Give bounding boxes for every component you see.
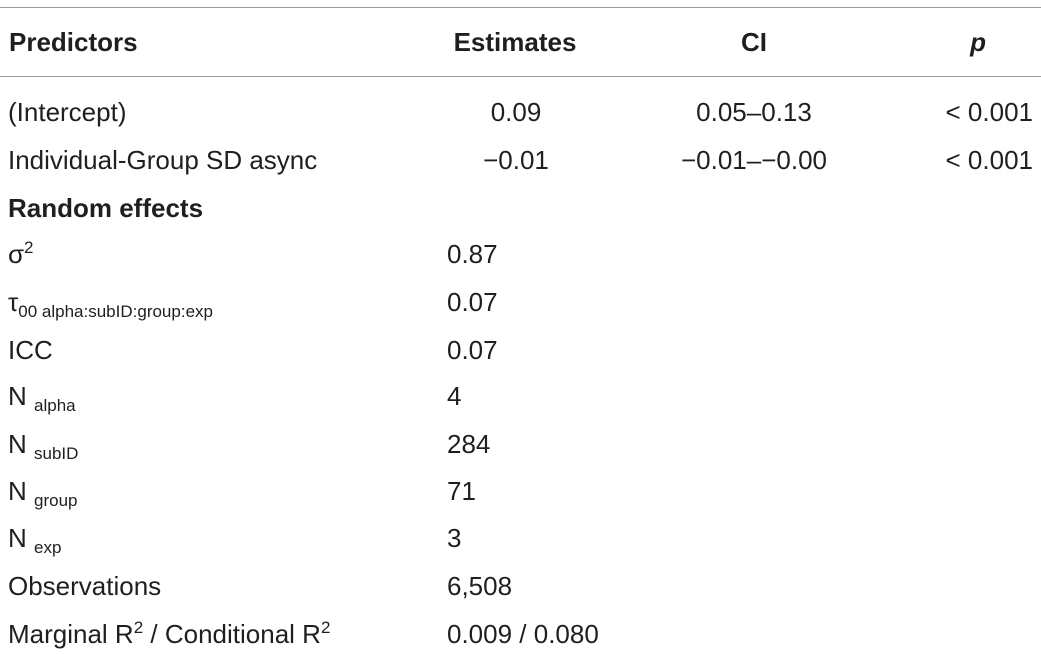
r2-marginal-sup: 2	[133, 618, 144, 637]
row-intercept-p: < 0.001	[945, 97, 1033, 127]
sigma-sup: 2	[24, 238, 34, 257]
observations-label: Observations	[8, 571, 162, 601]
n-alpha-n: N	[8, 381, 27, 411]
tau-symbol: τ	[8, 287, 19, 317]
row-intercept-label: (Intercept)	[8, 97, 127, 127]
icc-value: 0.07	[447, 335, 498, 365]
n-alpha-label: N alpha	[8, 381, 76, 415]
r2-label: Marginal R2 / Conditional R2	[8, 618, 331, 653]
n-group-label: N group	[8, 476, 78, 510]
icc-label: ICC	[8, 335, 53, 365]
row-sd-async-label: Individual-Group SD async	[8, 145, 318, 175]
n-group-value: 71	[447, 476, 476, 506]
n-exp-n: N	[8, 523, 27, 553]
r2-marginal: Marginal R	[8, 619, 134, 649]
header-estimates: Estimates	[453, 27, 577, 57]
r2-conditional: / Conditional R	[143, 619, 321, 649]
table-header-rule	[0, 76, 1041, 77]
header-ci: CI	[741, 27, 767, 57]
r2-conditional-sup: 2	[320, 618, 331, 637]
sigma-symbol: σ	[8, 239, 25, 269]
sigma2-label: σ2	[8, 238, 34, 273]
n-subid-sub: subID	[34, 444, 79, 463]
n-alpha-value: 4	[447, 381, 462, 411]
r2-value: 0.009 / 0.080	[447, 619, 599, 649]
row-intercept-ci: 0.05–0.13	[696, 97, 812, 127]
n-group-sub: group	[34, 491, 78, 510]
n-exp-value: 3	[447, 523, 462, 553]
tau00-label: τ00 alpha:subID:group:exp	[8, 287, 213, 321]
n-subid-label: N subID	[8, 429, 78, 463]
tau00-value: 0.07	[447, 287, 498, 317]
sigma2-value: 0.87	[447, 239, 498, 269]
n-subid-n: N	[8, 429, 27, 459]
table-top-rule	[0, 7, 1041, 8]
row-intercept-estimate: 0.09	[490, 97, 542, 127]
n-exp-sub: exp	[34, 538, 62, 557]
n-alpha-sub: alpha	[34, 396, 76, 415]
row-sd-async-ci: −0.01–−0.00	[680, 145, 828, 175]
tau-sub: 00 alpha:subID:group:exp	[18, 302, 213, 321]
n-group-n: N	[8, 476, 27, 506]
header-p: p	[970, 27, 986, 57]
row-sd-async-estimate: −0.01	[483, 145, 549, 175]
header-predictors: Predictors	[9, 27, 138, 57]
row-sd-async-p: < 0.001	[945, 145, 1033, 175]
observations-value: 6,508	[447, 571, 513, 601]
n-subid-value: 284	[447, 429, 491, 459]
random-effects-heading: Random effects	[8, 193, 204, 223]
n-exp-label: N exp	[8, 523, 61, 557]
